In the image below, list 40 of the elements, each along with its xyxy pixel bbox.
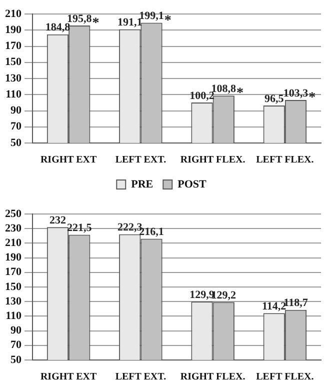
x-tick-label: RIGHT FLEX. (180, 372, 246, 383)
y-tick-label: 110 (6, 88, 22, 100)
data-label: 195,8 (67, 12, 92, 25)
data-label: 232 (49, 214, 66, 226)
x-tick-label: RIGHT EXT (40, 154, 97, 166)
y-tick-label: 170 (5, 40, 22, 52)
y-tick-label: 130 (5, 295, 22, 308)
data-label: 221,5 (67, 222, 92, 234)
data-label: 103,3 (283, 87, 309, 100)
data-label: 108,8 (211, 82, 237, 95)
y-tick-label: 130 (5, 72, 22, 84)
legend-label: POST (178, 178, 208, 190)
y-tick-label: 170 (5, 266, 22, 278)
x-tick-label: RIGHT EXT (40, 372, 97, 383)
y-tick-label: 210 (5, 8, 22, 20)
x-tick-label: LEFT EXT. (115, 372, 167, 383)
y-tick-label: 190 (5, 24, 22, 36)
y-tick-label: 70 (10, 120, 22, 133)
x-tick-label: RIGHT FLEX. (180, 154, 246, 166)
y-tick-label: 230 (5, 222, 22, 234)
annotation: * (236, 86, 244, 102)
y-tick-label: 90 (10, 104, 22, 117)
legend-label: PRE (131, 178, 154, 190)
x-tick-label: LEFT EXT. (115, 154, 167, 166)
x-tick-label: LEFT FLEX. (256, 372, 314, 383)
x-tick-label: LEFT FLEX. (256, 154, 314, 166)
y-tick-label: 110 (6, 310, 22, 322)
y-tick-label: 210 (5, 237, 22, 250)
annotation: * (164, 13, 172, 28)
y-tick-label: 150 (5, 280, 22, 293)
y-tick-label: 90 (10, 324, 22, 337)
y-tick-label: 70 (10, 339, 22, 352)
data-label: 96,5 (264, 92, 284, 105)
annotation: * (308, 90, 316, 106)
y-tick-label: 50 (10, 136, 22, 149)
annotation: * (92, 16, 100, 32)
y-tick-label: 190 (5, 252, 22, 264)
y-tick-label: 250 (5, 208, 22, 220)
y-tick-label: 150 (5, 56, 22, 68)
y-tick-label: 50 (10, 354, 22, 366)
